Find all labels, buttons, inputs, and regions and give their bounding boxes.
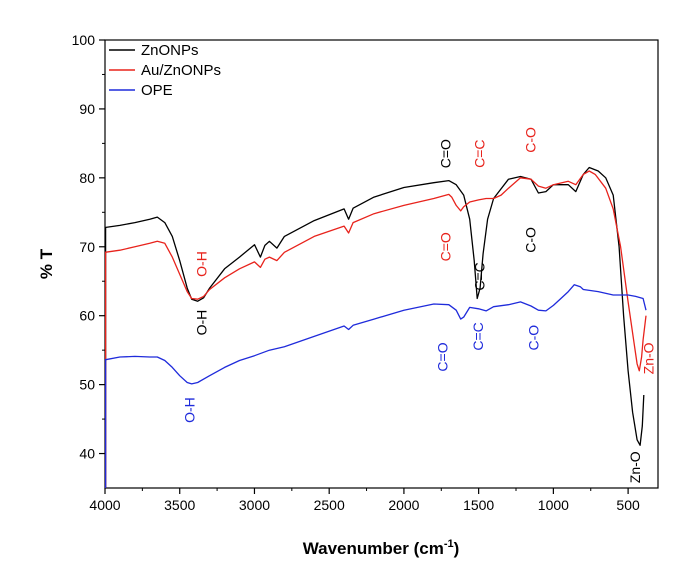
annotation-group: O-H O-H O-H C=O C=C C-O C=O C=C C-O C=O C=C C-O Zn-O… (182, 127, 657, 483)
peak-annotation: O-H (194, 251, 210, 277)
peak-annotation: C-O (522, 127, 538, 153)
x-axis-title: Wavenumber (cm-1) (303, 538, 460, 558)
series-line-1 (104, 170, 647, 372)
peak-annotation: C=C (470, 322, 486, 350)
legend-label: OPE (141, 82, 173, 99)
peak-annotation: C=O (437, 232, 453, 261)
series-line-0 (104, 166, 645, 446)
legend-label: Au/ZnONPs (141, 62, 221, 79)
peak-annotation: C=O (437, 139, 453, 168)
y-tick-label: 70 (79, 239, 95, 255)
axis-ticks: 4000 3500 3000 2500 2000 1500 1000 500 40 50 60 70 8… (72, 32, 640, 513)
peak-annotation: C=C (472, 139, 488, 167)
x-tick-label: 2500 (314, 497, 345, 513)
peak-annotation: O-H (194, 310, 210, 336)
legend-label: ZnONPs (141, 42, 199, 59)
peak-annotation: C=O (434, 342, 450, 371)
peak-annotation: O-H (182, 397, 198, 423)
y-tick-label: 90 (79, 101, 95, 117)
x-tick-label: 2000 (388, 497, 419, 513)
peak-annotation: C-O (522, 227, 538, 253)
peak-annotation: C=C (472, 262, 488, 290)
x-axis-title-superscript: -1 (444, 538, 454, 550)
x-tick-label: 500 (616, 497, 640, 513)
x-axis-title-main: Wavenumber (cm (303, 539, 444, 558)
y-tick-label: 60 (79, 308, 95, 324)
x-tick-label: 3500 (164, 497, 195, 513)
peak-annotation: Zn-O (627, 451, 643, 483)
series-line-2 (104, 284, 647, 385)
peak-annotation: C-O (525, 325, 541, 351)
y-tick-label: 80 (79, 170, 95, 186)
y-tick-label: 100 (72, 32, 96, 48)
x-tick-label: 1000 (538, 497, 569, 513)
y-axis-title: % T (37, 248, 56, 279)
x-tick-label: 1500 (463, 497, 494, 513)
legend: ZnONPs Au/ZnONPs OPE (109, 42, 221, 99)
peak-annotation: Zn-O (641, 342, 657, 374)
x-tick-label: 4000 (89, 497, 120, 513)
series-group (104, 166, 647, 488)
x-tick-label: 3000 (239, 497, 270, 513)
x-axis-title-close: ) (454, 539, 460, 558)
y-tick-label: 40 (79, 446, 95, 462)
y-tick-label: 50 (79, 377, 95, 393)
